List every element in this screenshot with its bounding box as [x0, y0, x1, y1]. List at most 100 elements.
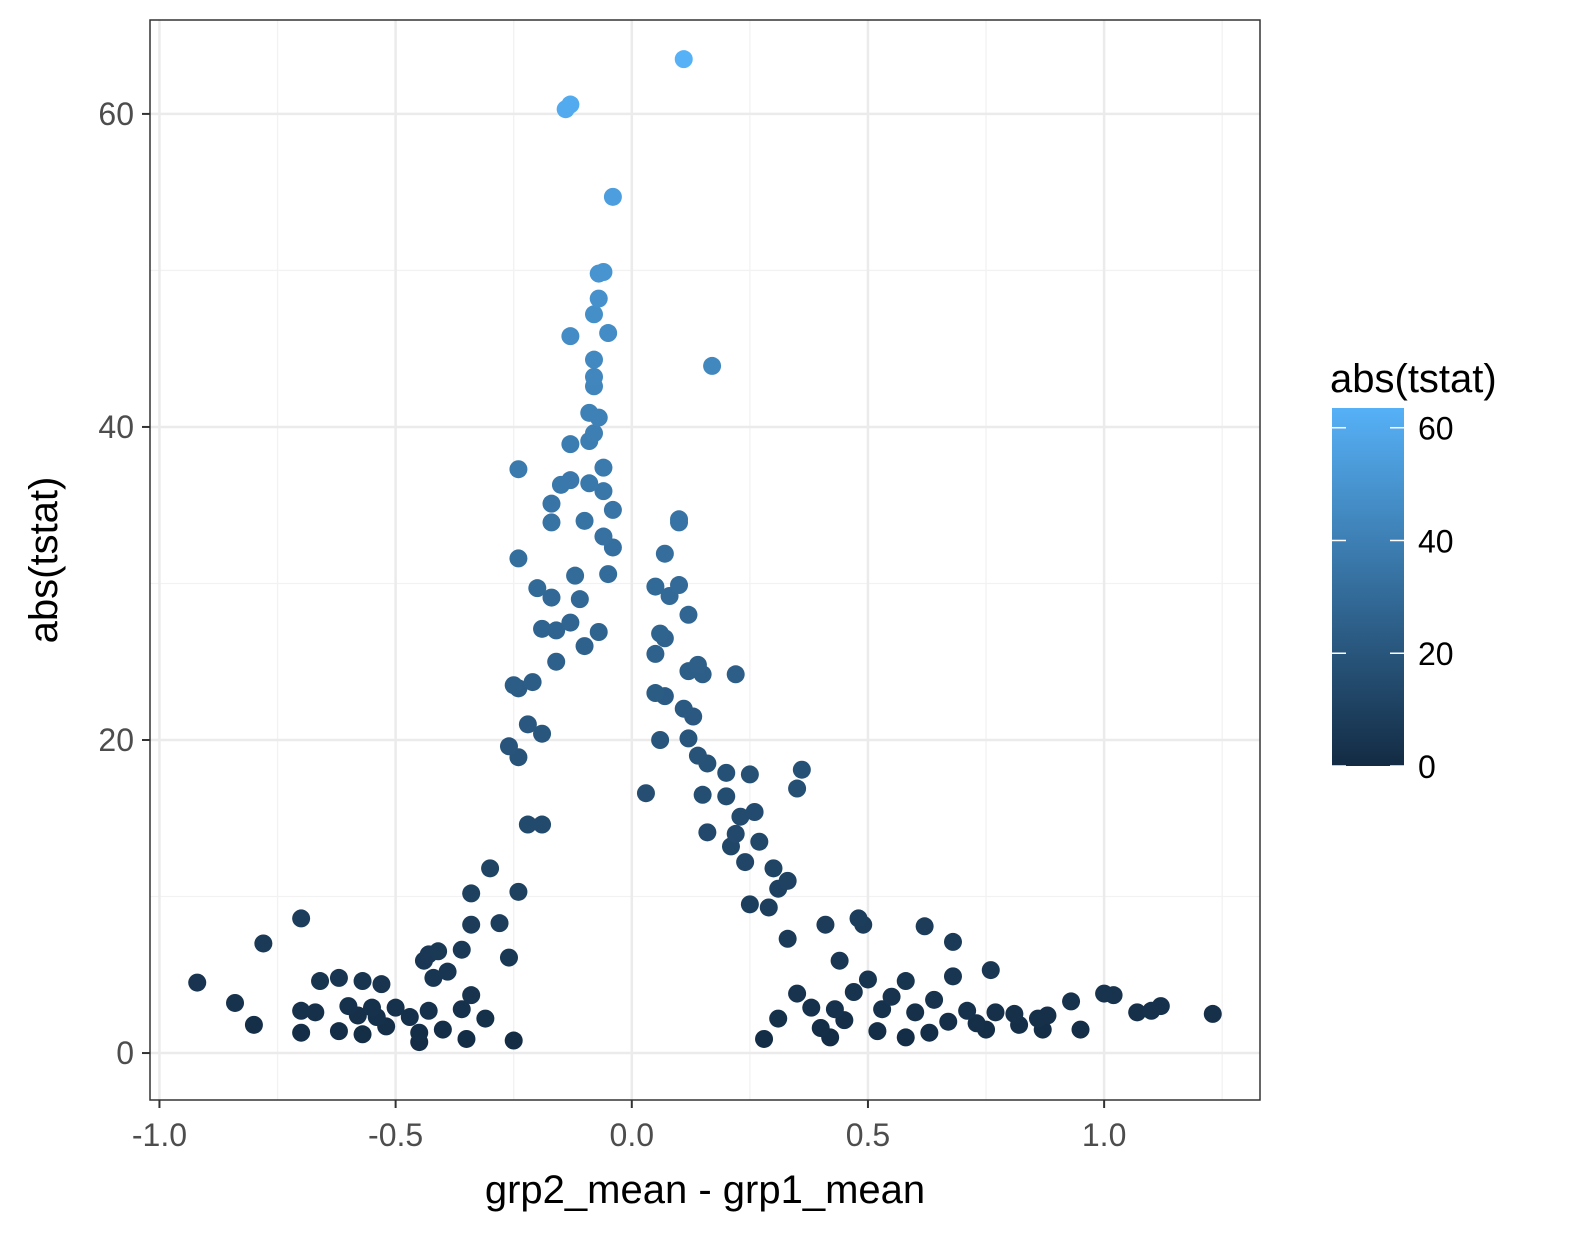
- data-point: [646, 684, 665, 703]
- data-point: [1128, 1003, 1147, 1022]
- data-point: [566, 566, 585, 585]
- plot-border: [149, 19, 1261, 1101]
- data-point: [386, 998, 405, 1017]
- data-point: [731, 807, 750, 826]
- data-point: [830, 951, 849, 970]
- data-point: [329, 1022, 348, 1041]
- data-point: [580, 403, 599, 422]
- data-point: [755, 1029, 774, 1048]
- data-point: [1071, 1020, 1090, 1039]
- data-point: [589, 289, 608, 308]
- data-point: [490, 914, 509, 933]
- data-point: [504, 676, 523, 695]
- data-point: [499, 948, 518, 967]
- data-point: [740, 895, 759, 914]
- colorbar-tick-label: 0: [1418, 749, 1436, 785]
- data-point: [292, 1023, 311, 1042]
- data-point: [306, 1003, 325, 1022]
- data-point: [561, 327, 580, 346]
- data-point: [873, 1000, 892, 1019]
- data-point: [462, 884, 481, 903]
- data-point: [518, 715, 537, 734]
- y-axis: 0 20 40 60: [98, 96, 150, 1071]
- grid-major: [150, 20, 1260, 1100]
- data-point: [882, 987, 901, 1006]
- data-point: [561, 471, 580, 490]
- y-axis-title: abs(tstat): [22, 477, 66, 644]
- data-point: [1151, 997, 1170, 1016]
- data-point: [363, 998, 381, 1017]
- data-point: [226, 993, 245, 1012]
- data-point: [655, 544, 674, 563]
- colorbar-tick-label: 40: [1418, 523, 1454, 559]
- data-point: [925, 990, 944, 1009]
- data-point: [745, 803, 764, 821]
- data-point: [509, 460, 528, 479]
- x-tick-label: -1.0: [132, 1117, 187, 1153]
- data-point: [674, 50, 693, 69]
- data-point: [943, 967, 962, 986]
- data-point: [896, 1028, 915, 1047]
- data-point: [547, 621, 566, 640]
- data-point: [410, 1023, 429, 1042]
- data-point: [561, 95, 580, 114]
- x-axis-title: grp2_mean - grp1_mean: [485, 1168, 925, 1212]
- data-point: [419, 1001, 438, 1020]
- data-point: [188, 973, 207, 992]
- data-point: [920, 1023, 939, 1042]
- data-point: [778, 929, 797, 948]
- data-point: [542, 588, 561, 607]
- data-point: [575, 637, 594, 656]
- data-point: [452, 1000, 471, 1019]
- data-point: [816, 915, 835, 934]
- data-point: [849, 909, 868, 928]
- data-point: [896, 972, 915, 991]
- data-point: [958, 1001, 977, 1020]
- colorbar-ticks: 0 20 40 60: [1332, 411, 1454, 785]
- x-tick-label: 0.5: [846, 1117, 890, 1153]
- data-point: [844, 983, 863, 1001]
- data-point: [670, 510, 689, 529]
- data-point: [589, 623, 608, 641]
- data-point: [561, 435, 580, 454]
- data-point: [1203, 1004, 1222, 1023]
- data-point: [792, 760, 811, 779]
- data-point: [674, 699, 693, 718]
- x-tick-label: 1.0: [1082, 1117, 1126, 1153]
- data-point: [509, 882, 528, 901]
- data-point: [499, 737, 518, 756]
- data-point: [339, 997, 358, 1016]
- data-point: [736, 853, 755, 872]
- data-point: [651, 731, 670, 749]
- colorbar-legend: abs(tstat) 0 20 40 60: [1330, 357, 1497, 785]
- data-point: [646, 644, 665, 663]
- data-point: [1062, 992, 1081, 1011]
- data-point: [825, 1000, 844, 1019]
- data-point: [292, 1001, 311, 1020]
- data-point: [585, 424, 603, 443]
- x-tick-label: -0.5: [368, 1117, 423, 1153]
- data-point: [698, 823, 717, 842]
- data-point: [679, 605, 698, 624]
- data-point: [1005, 1004, 1024, 1023]
- data-point: [504, 1031, 523, 1050]
- data-point: [1095, 984, 1114, 1003]
- data-point: [575, 511, 594, 530]
- data-point: [764, 859, 783, 878]
- data-point: [778, 871, 797, 890]
- data-point: [788, 984, 807, 1003]
- y-tick-label: 60: [98, 96, 134, 132]
- data-point: [717, 763, 736, 782]
- data-point: [561, 613, 580, 632]
- data-point: [400, 1008, 419, 1027]
- data-point: [457, 1029, 476, 1048]
- data-point: [518, 815, 537, 834]
- data-point: [509, 549, 528, 568]
- data-point: [726, 824, 745, 843]
- data-point: [528, 579, 547, 598]
- data-point: [594, 458, 613, 477]
- data-point: [750, 832, 769, 851]
- data-point: [703, 356, 722, 375]
- data-point: [679, 729, 698, 748]
- colorbar-tick-label: 60: [1418, 411, 1454, 447]
